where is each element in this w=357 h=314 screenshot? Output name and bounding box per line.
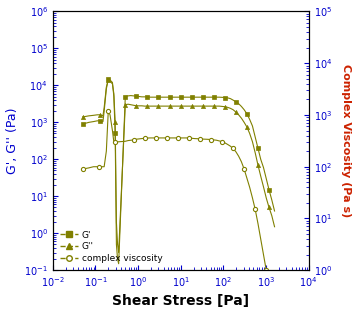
- X-axis label: Shear Stress [Pa]: Shear Stress [Pa]: [112, 295, 249, 308]
- Y-axis label: G', G'' (Pa): G', G'' (Pa): [6, 108, 19, 174]
- Legend: G', G'', complex viscosity: G', G'', complex viscosity: [57, 228, 165, 266]
- Y-axis label: Complex Viscosity (Pa s): Complex Viscosity (Pa s): [341, 64, 351, 218]
